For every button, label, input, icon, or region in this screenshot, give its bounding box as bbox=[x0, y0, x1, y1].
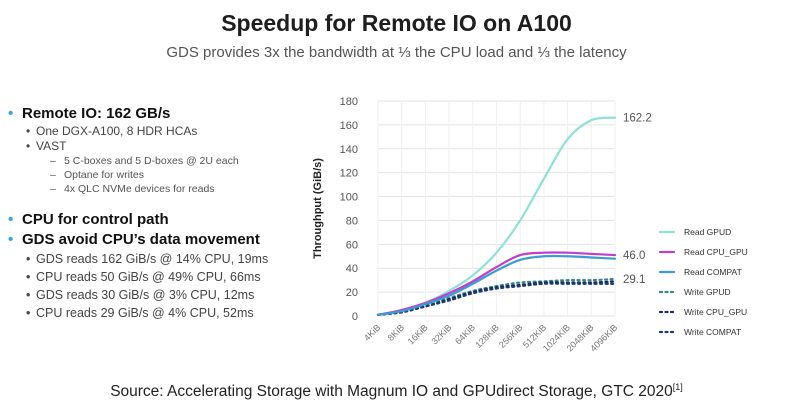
y-tick-label: 60 bbox=[346, 239, 358, 251]
y-tick-label: 40 bbox=[346, 263, 358, 275]
end-value-label: 162.2 bbox=[623, 113, 652, 125]
bullet-item: GDS reads 162 GiB/s @ 14% CPU, 19ms bbox=[8, 250, 318, 268]
source-text: Source: Accelerating Storage with Magnum… bbox=[110, 383, 673, 401]
bullet-item: VAST bbox=[8, 139, 318, 154]
y-tick-label: 20 bbox=[346, 287, 358, 299]
bullet-remote-io: Remote IO: 162 GB/s bbox=[8, 104, 318, 124]
legend-label: Write CPU_GPU bbox=[684, 307, 747, 317]
x-tick-label: 128KiB bbox=[473, 322, 501, 350]
page-subtitle: GDS provides 3x the bandwidth at ⅓ the C… bbox=[166, 44, 627, 61]
legend-label: Read GPUD bbox=[684, 227, 731, 237]
bullet-item: GDS reads 30 GiB/s @ 3% CPU, 12ms bbox=[8, 286, 318, 304]
y-tick-label: 100 bbox=[340, 192, 358, 204]
bullet-item: CPU reads 29 GiB/s @ 4% CPU, 52ms bbox=[8, 304, 318, 322]
x-tick-label: 16KiB bbox=[406, 322, 430, 346]
y-axis-label: Throughput (GiB/s) bbox=[312, 158, 324, 259]
reference-marker: [1] bbox=[672, 382, 683, 392]
legend-label: Write GPUD bbox=[684, 287, 731, 297]
y-tick-label: 120 bbox=[340, 168, 358, 180]
end-value-label: 29.1 bbox=[623, 274, 645, 286]
end-value-label: 46.0 bbox=[623, 250, 645, 262]
bullet-item: One DGX-A100, 8 HDR HCAs bbox=[8, 124, 318, 139]
sub-bullet-item: Optane for writes bbox=[8, 168, 318, 182]
sub-bullet-item: 5 C-boxes and 5 D-boxes @ 2U each bbox=[8, 154, 318, 168]
y-tick-label: 140 bbox=[340, 144, 358, 156]
series-line-write-compat bbox=[376, 282, 617, 316]
y-tick-label: 160 bbox=[340, 120, 358, 132]
bullet-gds-avoid: GDS avoid CPU’s data movement bbox=[8, 230, 318, 250]
sub-bullet-item: 4x QLC NVMe devices for reads bbox=[8, 182, 318, 196]
x-tick-label: 8KiB bbox=[386, 322, 407, 343]
x-tick-label: 256KiB bbox=[497, 322, 525, 350]
y-tick-label: 180 bbox=[340, 96, 358, 108]
y-tick-label: 0 bbox=[352, 311, 358, 323]
x-tick-label: 4KiB bbox=[362, 322, 383, 343]
bullet-cpu-control: CPU for control path bbox=[8, 210, 318, 230]
legend-label: Write COMPAT bbox=[684, 327, 741, 337]
page-title: Speedup for Remote IO on A100 bbox=[221, 10, 572, 36]
legend-label: Read COMPAT bbox=[684, 267, 742, 277]
y-tick-label: 80 bbox=[346, 215, 358, 227]
series-line-read-compat bbox=[376, 254, 617, 316]
source-footer: Source: Accelerating Storage with Magnum… bbox=[0, 382, 793, 401]
legend-label: Read CPU_GPU bbox=[684, 247, 748, 257]
x-tick-label: 32KiB bbox=[429, 322, 453, 346]
bullet-list: Remote IO: 162 GB/s One DGX-A100, 8 HDR … bbox=[8, 104, 318, 322]
bullet-item: CPU reads 50 GiB/s @ 49% CPU, 66ms bbox=[8, 268, 318, 286]
